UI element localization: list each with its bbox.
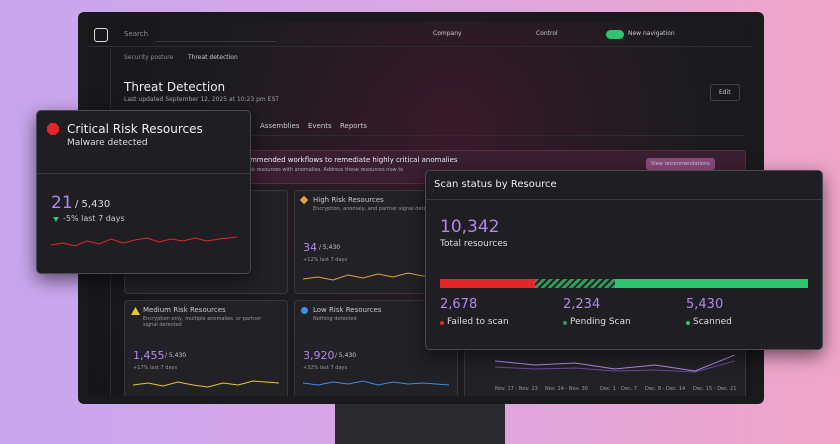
card-trend: +17% last 7 days xyxy=(133,365,178,371)
logo xyxy=(94,28,108,42)
card-trend: +32% last 7 days xyxy=(303,365,348,371)
tab[interactable]: Assemblies xyxy=(260,122,300,130)
breadcrumb-item: Threat detection xyxy=(188,54,238,61)
banner-text: Recommended workflows to remediate highl… xyxy=(233,156,458,164)
card-desc: Nothing detected xyxy=(313,316,357,322)
card-total: / 5,430 xyxy=(335,352,357,359)
breadcrumb-item[interactable]: Security posture xyxy=(124,54,174,61)
scan-count: 2,234 xyxy=(563,297,601,312)
search-underline xyxy=(156,41,276,42)
updated-text: Last updated September 12, 2025 at 10:23… xyxy=(124,96,279,103)
week-label: Dec. 15 - Dec. 21 xyxy=(693,386,737,392)
legend-label: Scanned xyxy=(693,317,732,327)
scan-total: 10,342 xyxy=(440,217,500,237)
card-title: Low Risk Resources xyxy=(313,306,382,314)
week-label: Dec. 1 - Dec. 7 xyxy=(600,386,638,392)
risk-card: Medium Risk Resources Encryption only, m… xyxy=(124,300,288,396)
search-field[interactable]: Search xyxy=(124,30,149,38)
legend-label: Failed to scan xyxy=(447,317,509,327)
legend-dot xyxy=(440,321,444,325)
scan-total-label: Total resources xyxy=(440,239,508,249)
scan-card: Scan status by Resource 10,342 Total res… xyxy=(425,170,823,350)
scan-title: Scan status by Resource xyxy=(434,179,557,190)
risk-icon xyxy=(301,307,308,314)
card-desc: Encryption only, multiple anomalies, or … xyxy=(143,316,262,328)
nav-toggle[interactable] xyxy=(606,30,624,39)
tab[interactable]: Events xyxy=(308,122,332,130)
critical-total: / 5,430 xyxy=(75,199,111,210)
divider xyxy=(426,199,822,200)
card-count: 3,920 xyxy=(303,349,335,362)
week-label: Dec. 8 - Dec. 14 xyxy=(645,386,686,392)
trend-arrow xyxy=(53,217,59,222)
critical-count: 21 xyxy=(51,193,73,213)
edit-button[interactable]: Edit xyxy=(710,84,740,101)
sparkline xyxy=(51,236,237,247)
scan-count: 5,430 xyxy=(686,297,724,312)
card-title: Medium Risk Resources xyxy=(143,306,226,314)
card-total: / 5,430 xyxy=(165,352,187,359)
scan-bar-segment xyxy=(614,279,808,288)
company-label: Company xyxy=(433,30,462,37)
scan-bar-segment xyxy=(535,279,615,288)
critical-trend: -5% last 7 days xyxy=(63,214,125,223)
sparkline xyxy=(303,272,449,281)
week-label: Nov. 24 - Nov. 30 xyxy=(545,386,588,392)
risk-icon xyxy=(299,195,309,205)
page-title: Threat Detection xyxy=(124,80,226,94)
legend-label: Pending Scan xyxy=(570,317,631,327)
tab[interactable]: Reports xyxy=(340,122,367,130)
card-title: High Risk Resources xyxy=(313,196,384,204)
critical-subtitle: Malware detected xyxy=(67,138,148,148)
sparkline xyxy=(303,380,449,386)
card-count: 1,455 xyxy=(133,349,165,362)
tab-divider xyxy=(124,135,744,136)
card-trend: +12% last 7 days xyxy=(303,257,348,263)
legend-dot xyxy=(686,321,690,325)
legend-dot xyxy=(563,321,567,325)
card-total: / 5,430 xyxy=(319,244,341,251)
banner-button[interactable]: View recommendations xyxy=(646,158,715,170)
divider xyxy=(37,173,250,174)
trend-chart xyxy=(495,354,735,373)
card-count: 34 xyxy=(303,241,317,254)
risk-icon xyxy=(131,307,140,315)
scan-bar-segment xyxy=(440,279,536,288)
week-label: Nov. 17 - Nov. 23 xyxy=(495,386,538,392)
banner-subtext: High risk resources with anomalies. Addr… xyxy=(233,167,404,173)
monitor-stand xyxy=(335,404,505,444)
topbar xyxy=(88,22,752,47)
scan-count: 2,678 xyxy=(440,297,478,312)
critical-card: Critical Risk Resources Malware detected… xyxy=(36,110,251,274)
toggle-label: New navigation xyxy=(628,30,675,37)
control-label: Control xyxy=(536,30,558,37)
critical-icon xyxy=(47,123,59,135)
critical-title: Critical Risk Resources xyxy=(67,122,203,136)
sparkline xyxy=(133,380,279,388)
card-desc: Encryption, anomaly, and partner signal … xyxy=(313,206,438,212)
